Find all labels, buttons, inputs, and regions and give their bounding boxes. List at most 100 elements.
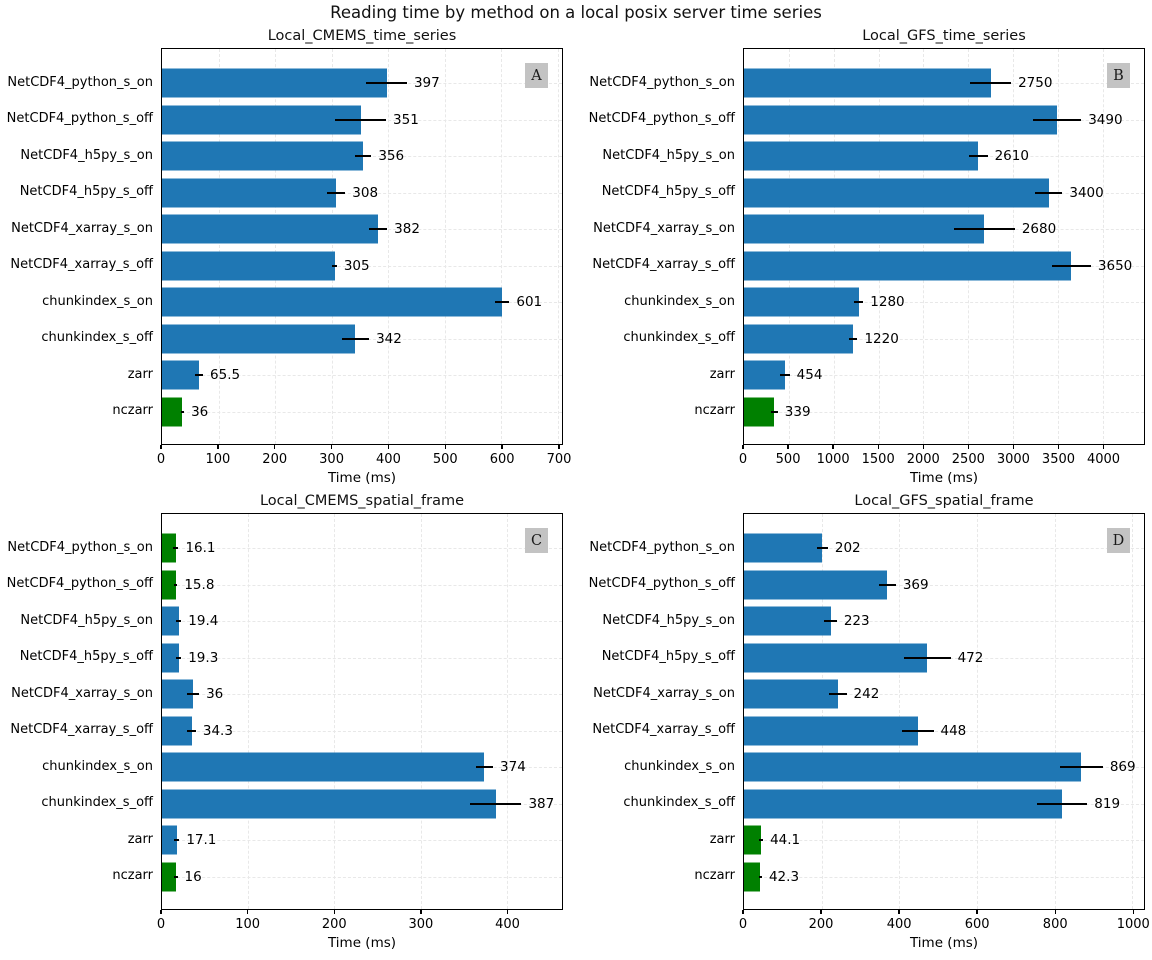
bar-row: 374 bbox=[162, 749, 562, 786]
error-bar bbox=[341, 337, 370, 340]
bar bbox=[744, 324, 854, 354]
bar-row: 397 bbox=[162, 65, 562, 102]
grid-line-horizontal bbox=[162, 621, 562, 623]
value-label: 601 bbox=[516, 294, 543, 311]
grid-line-vertical bbox=[444, 49, 446, 444]
plot-area: 397 351 356 308 382 305 601 342 65.5 36 A bbox=[161, 48, 563, 445]
x-tick-label: 0 bbox=[156, 917, 166, 932]
grid-line-horizontal bbox=[744, 876, 1144, 878]
grid-line-vertical bbox=[1102, 49, 1104, 444]
bar bbox=[744, 570, 888, 600]
grid-line-horizontal bbox=[744, 730, 1144, 732]
panel-letter-badge: B bbox=[1107, 63, 1130, 88]
error-bar bbox=[817, 547, 828, 550]
bar-row: 448 bbox=[744, 713, 1144, 750]
bar-row: 1280 bbox=[744, 284, 1144, 321]
y-category-label: NetCDF4_python_s_off bbox=[6, 576, 153, 592]
bar-row: 356 bbox=[162, 138, 562, 175]
grid-line-vertical bbox=[248, 514, 250, 909]
value-label: 19.3 bbox=[188, 649, 219, 666]
bar-row: 472 bbox=[744, 640, 1144, 677]
error-bar bbox=[355, 155, 372, 158]
y-category-label: NetCDF4_h5py_s_on bbox=[20, 147, 153, 163]
x-tick-label: 200 bbox=[262, 452, 288, 467]
error-bar bbox=[174, 839, 180, 842]
bar bbox=[744, 716, 918, 746]
error-bar bbox=[758, 875, 762, 878]
bar bbox=[744, 105, 1057, 135]
x-tick-label: 1000 bbox=[1116, 917, 1150, 932]
error-bar bbox=[173, 583, 178, 586]
x-tick-label: 600 bbox=[964, 917, 990, 932]
x-tick-mark bbox=[1057, 445, 1060, 449]
x-tick-mark bbox=[742, 445, 744, 449]
bar bbox=[744, 643, 928, 673]
error-bar bbox=[335, 118, 387, 121]
y-category-label: NetCDF4_h5py_s_off bbox=[19, 649, 153, 665]
bar bbox=[162, 178, 337, 208]
bar bbox=[162, 716, 192, 746]
y-category-label: NetCDF4_h5py_s_off bbox=[19, 184, 153, 200]
y-category-label: NetCDF4_h5py_s_on bbox=[602, 147, 735, 163]
subplot-title: Local_GFS_time_series bbox=[862, 28, 1026, 44]
x-tick-mark bbox=[160, 445, 162, 449]
value-label: 44.1 bbox=[770, 832, 801, 849]
x-tick-label: 200 bbox=[321, 917, 347, 932]
value-label: 19.4 bbox=[188, 613, 219, 630]
error-bar bbox=[187, 729, 196, 732]
error-bar bbox=[176, 656, 182, 659]
value-label: 369 bbox=[902, 576, 929, 593]
grid-line-horizontal bbox=[744, 375, 1144, 377]
error-bar bbox=[829, 693, 847, 696]
y-category-label: nczarr bbox=[112, 403, 153, 419]
x-tick-mark bbox=[787, 445, 789, 449]
value-label: 339 bbox=[784, 403, 811, 420]
grid-line-horizontal bbox=[744, 694, 1144, 696]
x-tick-label: 800 bbox=[1042, 917, 1068, 932]
plot-area: 202 369 223 472 242 448 869 819 44.1 42.3 D bbox=[743, 513, 1145, 910]
y-category-label: chunkindex_s_on bbox=[42, 293, 153, 309]
grid-line-vertical bbox=[977, 514, 978, 909]
bar-row: 19.4 bbox=[162, 603, 562, 640]
bar bbox=[744, 533, 823, 563]
x-tick-label: 700 bbox=[546, 452, 572, 467]
grid-line-horizontal bbox=[162, 265, 562, 267]
bar-row: 2680 bbox=[744, 211, 1144, 248]
grid-line-vertical bbox=[506, 514, 508, 909]
grid-line-vertical bbox=[388, 49, 390, 444]
x-tick-mark bbox=[967, 445, 970, 449]
subplot-title: Local_CMEMS_spatial_frame bbox=[259, 493, 465, 509]
x-tick-mark bbox=[420, 910, 422, 914]
error-bar bbox=[902, 729, 934, 732]
value-label: 454 bbox=[796, 367, 823, 384]
y-category-label: NetCDF4_xarray_s_on bbox=[11, 685, 153, 701]
y-category-label: NetCDF4_xarray_s_off bbox=[10, 257, 153, 273]
y-category-label: NetCDF4_xarray_s_on bbox=[11, 220, 153, 236]
x-tick-label: 4000 bbox=[1086, 452, 1121, 467]
grid-line-horizontal bbox=[162, 840, 562, 842]
bar bbox=[162, 570, 176, 600]
error-bar bbox=[759, 839, 764, 842]
x-axis-label: Time (ms) bbox=[327, 470, 397, 486]
bar-row: 2610 bbox=[744, 138, 1144, 175]
y-category-label: NetCDF4_h5py_s_off bbox=[601, 649, 735, 665]
x-tick-mark bbox=[877, 445, 879, 449]
bar-row: 3650 bbox=[744, 248, 1144, 285]
bar-row: 819 bbox=[744, 786, 1144, 823]
x-tick-label: 2500 bbox=[951, 452, 985, 467]
error-bar bbox=[1036, 802, 1088, 805]
x-tick-mark bbox=[1102, 445, 1105, 449]
x-tick-mark bbox=[1132, 910, 1134, 914]
grid-line-horizontal bbox=[744, 584, 1144, 586]
x-tick-mark bbox=[246, 910, 249, 914]
panel-letter-badge: A bbox=[525, 63, 548, 88]
bar-row: 351 bbox=[162, 102, 562, 139]
y-category-label: nczarr bbox=[694, 868, 735, 884]
x-tick-mark bbox=[217, 445, 219, 449]
bar-row: 387 bbox=[162, 786, 562, 823]
subplot-title: Local_CMEMS_time_series bbox=[267, 28, 457, 44]
bar bbox=[744, 679, 838, 709]
bar-row: 369 bbox=[744, 567, 1144, 604]
value-label: 382 bbox=[394, 221, 420, 238]
